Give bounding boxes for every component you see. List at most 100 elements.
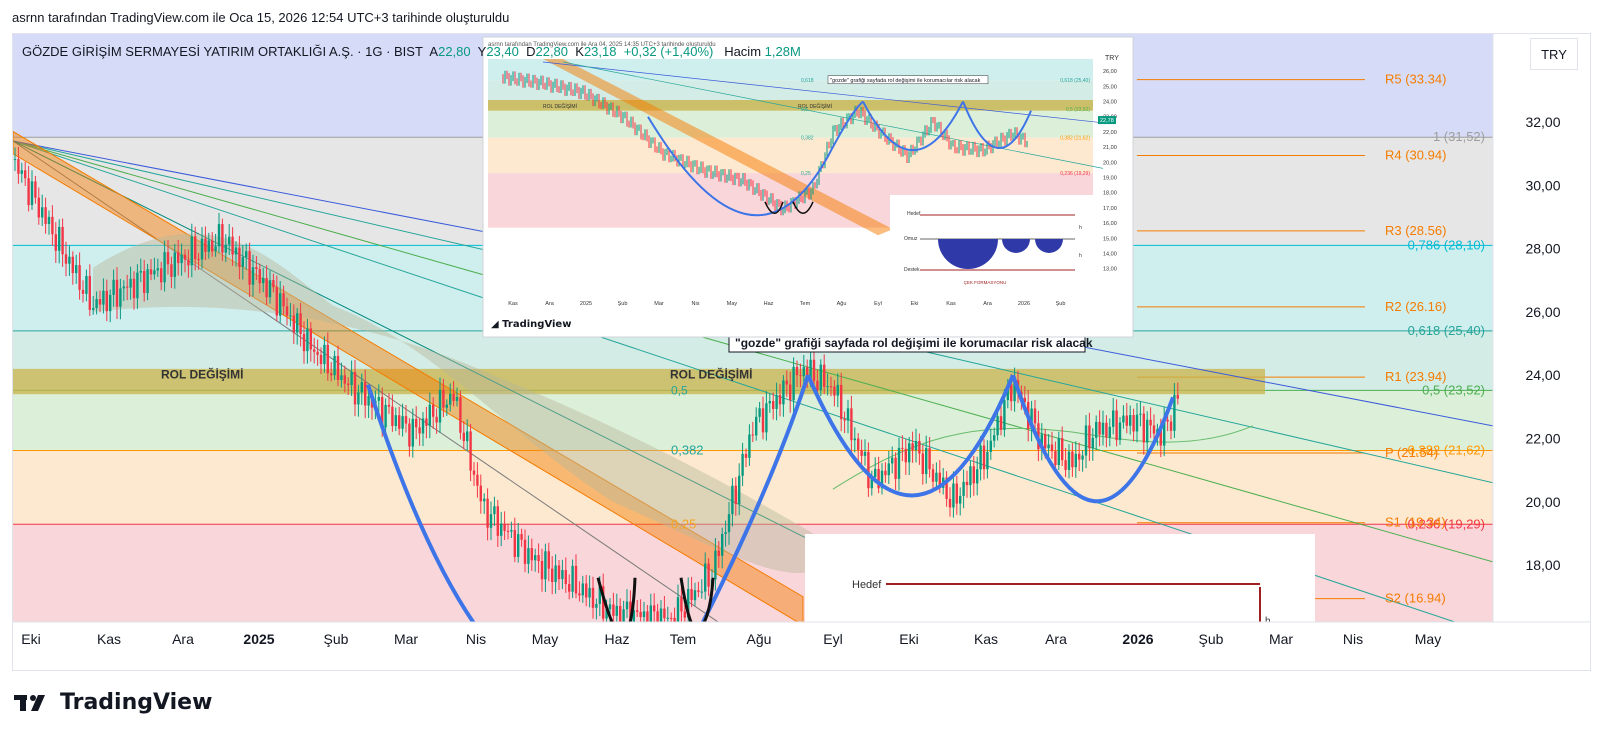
inset-x-tick: Şub [618, 301, 628, 307]
candle-body [1169, 421, 1173, 431]
candle-body [489, 514, 493, 528]
x-tick-label: Ara [1045, 631, 1067, 647]
candle-body [442, 389, 445, 408]
pivot-label: S2 (16.94) [1385, 591, 1446, 606]
y-tick-label: 18,00 [1525, 557, 1560, 573]
candle-body [993, 435, 996, 441]
candle-body [908, 443, 911, 463]
inline-fib-05: 0,5 [671, 383, 688, 397]
candle-body [595, 603, 598, 608]
candle-body [962, 481, 965, 496]
candle-body [802, 367, 805, 377]
low-label: D [526, 44, 536, 59]
candle-body [353, 372, 357, 405]
candle-body [428, 404, 431, 426]
candle-body [850, 408, 853, 441]
candle-body [432, 404, 435, 417]
candle-body [418, 427, 421, 434]
candle-body [105, 290, 108, 312]
candle-body [700, 591, 703, 593]
candle-body [676, 597, 680, 622]
candle-body [234, 247, 238, 255]
fib-label: 0,786 (28,10) [1408, 237, 1485, 252]
high-value: 23,40 [486, 44, 519, 59]
time-axis: Eki Kas Ara 2025 Şub Mar Nis May Haz Tem Ağu Eyl Eki… [13, 621, 1590, 647]
ichimoku-cloud [93, 233, 813, 574]
volume-value: 1,28M [764, 44, 801, 59]
candle-body [1159, 429, 1162, 446]
candle-body [564, 570, 567, 585]
candle-body [969, 466, 972, 486]
currency-selector[interactable]: TRY [1530, 38, 1578, 70]
candle-body [98, 299, 102, 305]
candle-body [13, 159, 17, 161]
candle-body [350, 372, 353, 386]
candle-body [741, 453, 744, 476]
x-tick-label: Ara [172, 631, 194, 647]
candle-body [333, 356, 336, 376]
candle-body [296, 313, 299, 333]
zone-label-right: ROL DEĞİŞİMİ [670, 366, 752, 381]
inset-handle [962, 101, 1032, 149]
inset-band [488, 137, 1093, 174]
candle-body [275, 287, 278, 316]
candle-body [724, 532, 727, 535]
pivot-label: R3 (28.56) [1385, 223, 1446, 238]
candle-body [309, 328, 312, 350]
candle-body [207, 240, 210, 252]
candle-body [24, 170, 27, 179]
candle-body [1095, 421, 1098, 438]
candle-body [697, 590, 700, 592]
candle-body [115, 279, 119, 307]
candle-body [826, 386, 829, 388]
candle-body [1108, 426, 1111, 438]
candle-body [54, 234, 57, 251]
candle-body [394, 415, 397, 427]
candle-body [833, 386, 836, 396]
inset-x-tick: Eki [911, 301, 919, 307]
candle-body [863, 451, 867, 456]
candle-body [455, 397, 459, 401]
candle-body [85, 275, 88, 294]
inset-cup-middle [862, 101, 964, 152]
candle-body [194, 236, 197, 260]
symbol-name[interactable]: GÖZDE GİRİŞİM SERMAYESİ YATIRIM ORTAKLIĞ… [22, 44, 423, 59]
candle-body [88, 275, 91, 310]
fib-label: 0,236 (19,29) [1408, 516, 1485, 531]
candle-body [316, 351, 319, 355]
candle-body [517, 534, 520, 557]
tradingview-logo[interactable]: TradingView [14, 690, 212, 715]
pivot-label: P (21.54) [1385, 445, 1438, 460]
candle-body [326, 344, 329, 374]
candle-body [925, 448, 928, 475]
candle-body [472, 470, 476, 475]
fib-label: 0,5 (23,52) [1422, 382, 1485, 397]
high-label: Y [477, 44, 487, 59]
pivot-label: R4 (30.94) [1385, 148, 1446, 163]
candle-body [1129, 415, 1132, 426]
candle-body [897, 447, 901, 479]
candle-body [109, 294, 112, 312]
candle-body [255, 267, 258, 270]
candle-body [343, 375, 346, 384]
candle-body [778, 395, 782, 405]
candle-body [258, 269, 261, 284]
close-value: 23,18 [583, 44, 617, 59]
candle-body [347, 383, 350, 386]
candle-body [1010, 384, 1013, 402]
candle-body [214, 246, 217, 252]
candle-body [530, 548, 533, 561]
pivot-label: R1 (23.94) [1385, 369, 1446, 384]
candle-body [408, 423, 411, 447]
candle-body [68, 256, 71, 264]
inset-x-tick: Şub [1056, 301, 1066, 307]
candle-body [493, 506, 496, 515]
candle-body [78, 265, 81, 290]
candle-body [982, 445, 986, 470]
y-tick-label: 26,00 [1525, 304, 1560, 320]
candle-body [204, 238, 207, 252]
inset-diagram-handle [1002, 239, 1030, 253]
candle-body [999, 416, 1003, 430]
